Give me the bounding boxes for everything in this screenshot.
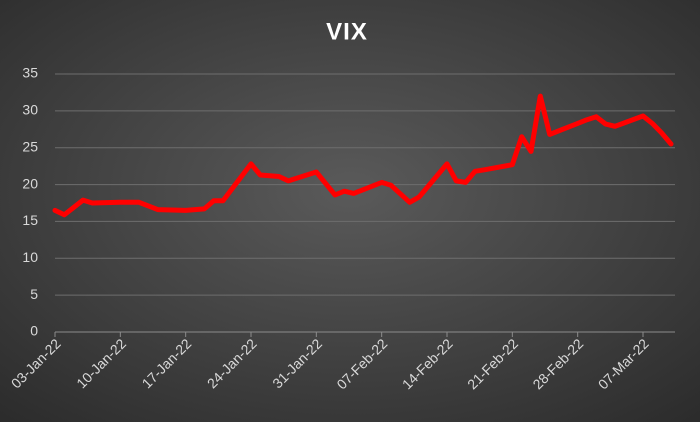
y-tick-label: 30 [22, 102, 38, 118]
y-tick-label: 10 [22, 249, 38, 265]
y-tick-label: 5 [30, 286, 38, 302]
y-tick-label: 0 [30, 323, 38, 339]
series-line [52, 93, 674, 218]
y-tick-label: 35 [22, 65, 38, 81]
y-tick-label: 15 [22, 212, 38, 228]
y-tick-label: 25 [22, 138, 38, 154]
y-tick-label: 20 [22, 175, 38, 191]
chart-title: VIX [326, 18, 368, 45]
